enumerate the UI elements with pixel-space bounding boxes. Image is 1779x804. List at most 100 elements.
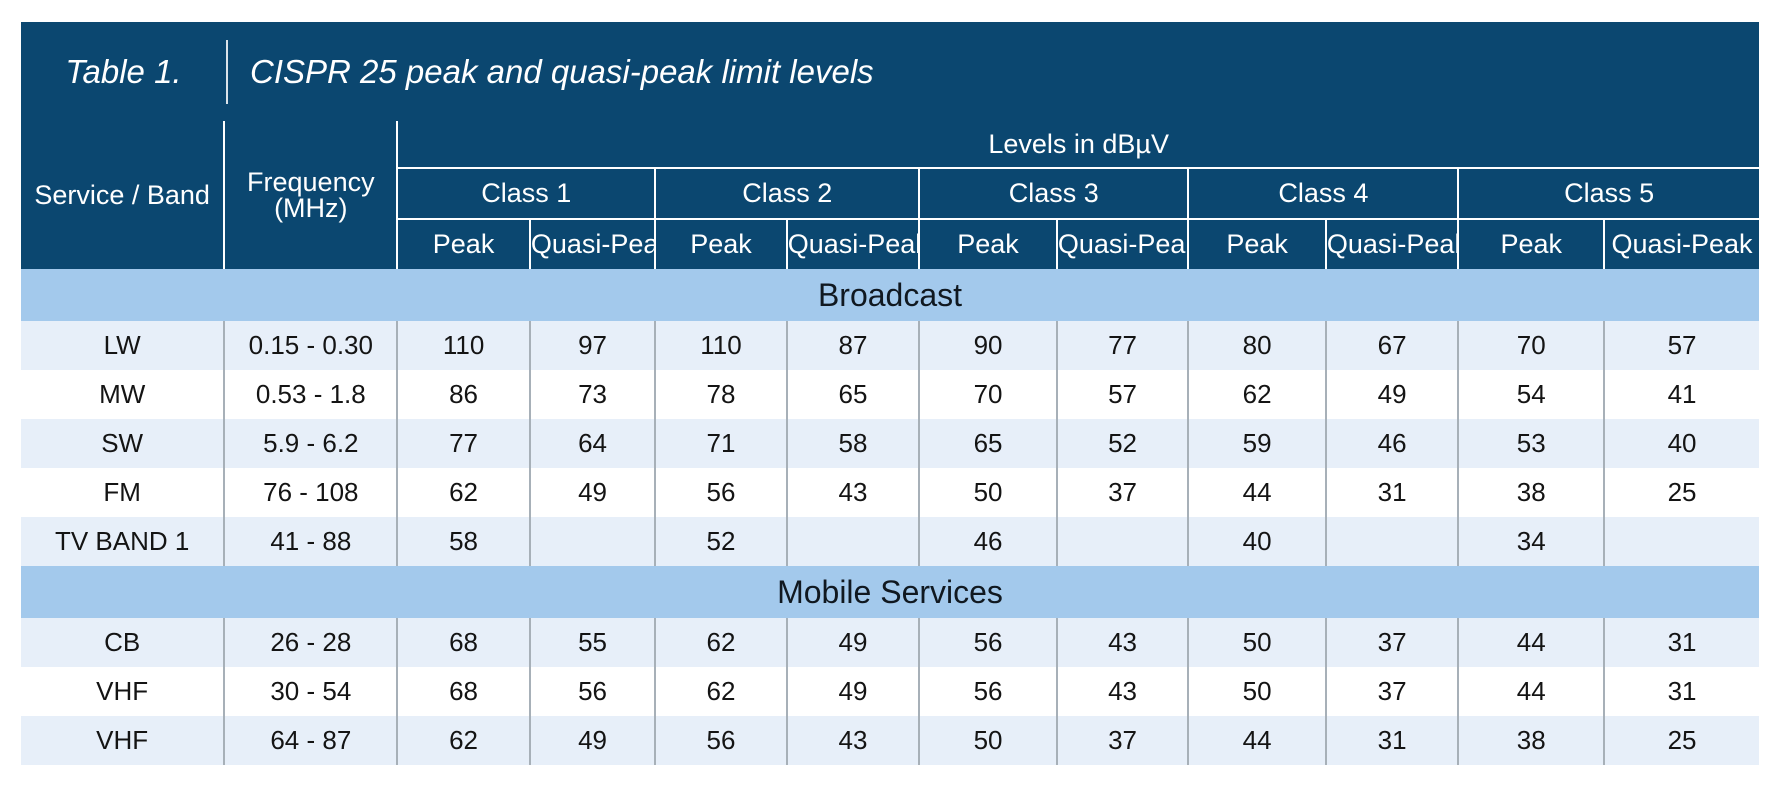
peak-value-cell: 44 xyxy=(1187,468,1326,517)
class-header-1: Class 1 xyxy=(396,167,656,219)
quasi-peak-value-cell: 25 xyxy=(1603,468,1759,517)
peak-value-cell: 38 xyxy=(1457,468,1605,517)
frequency-cell: 76 - 108 xyxy=(223,468,398,517)
quasi-peak-value-cell: 73 xyxy=(528,370,656,419)
class-header-3: Class 3 xyxy=(918,167,1189,219)
peak-value-cell: 50 xyxy=(918,468,1057,517)
table-title-bar: Table 1. CISPR 25 peak and quasi-peak li… xyxy=(21,22,1759,121)
peak-value-cell: 110 xyxy=(396,321,530,370)
class-header-2: Class 2 xyxy=(654,167,920,219)
service-band-header: Service / Band xyxy=(21,121,225,269)
section-heading: Broadcast xyxy=(21,269,1759,321)
limits-table-panel: Table 1. CISPR 25 peak and quasi-peak li… xyxy=(21,22,1759,765)
quasi-peak-value-cell: 55 xyxy=(528,618,656,667)
service-cell: FM xyxy=(21,468,225,517)
frequency-cell: 64 - 87 xyxy=(223,716,398,765)
table-row: FM 76 - 108 62 49 56 43 50 37 44 31 38 25 xyxy=(21,468,1759,517)
peak-header: Peak xyxy=(1187,218,1326,269)
peak-value-cell: 44 xyxy=(1187,716,1326,765)
quasi-peak-value-cell: 43 xyxy=(1055,618,1189,667)
peak-value-cell: 86 xyxy=(396,370,530,419)
peak-value-cell: 46 xyxy=(918,517,1057,566)
quasi-peak-value-cell: 40 xyxy=(1603,419,1759,468)
quasi-peak-value-cell: 37 xyxy=(1055,716,1189,765)
quasi-peak-value-cell: 52 xyxy=(1055,419,1189,468)
peak-value-cell: 54 xyxy=(1457,370,1605,419)
levels-header: Levels in dBµV xyxy=(396,121,1759,168)
frequency-cell: 26 - 28 xyxy=(223,618,398,667)
table-body: Broadcast LW 0.15 - 0.30 110 97 110 87 90 77 80 67… xyxy=(21,269,1759,765)
section-row: Broadcast xyxy=(21,269,1759,321)
class-header-5: Class 5 xyxy=(1457,167,1759,219)
frequency-header-line2: (MHz) xyxy=(274,193,348,223)
class-header-row: Class 1 Class 2 Class 3 Class 4 Class 5 xyxy=(21,167,1759,219)
peak-value-cell: 52 xyxy=(654,517,787,566)
peak-value-cell: 53 xyxy=(1457,419,1605,468)
peak-value-cell: 40 xyxy=(1187,517,1326,566)
quasi-peak-value-cell: 43 xyxy=(785,716,920,765)
peak-value-cell: 110 xyxy=(654,321,787,370)
table-header: Service / Band Frequency (MHz) Levels in… xyxy=(21,121,1759,269)
frequency-header: Frequency (MHz) xyxy=(223,121,398,269)
table-row: VHF 64 - 87 62 49 56 43 50 37 44 31 38 25 xyxy=(21,716,1759,765)
table-row: LW 0.15 - 0.30 110 97 110 87 90 77 80 67 70 57 xyxy=(21,321,1759,370)
quasi-peak-value-cell: 58 xyxy=(785,419,920,468)
table-row: MW 0.53 - 1.8 86 73 78 65 70 57 62 49 54 41 xyxy=(21,370,1759,419)
quasi-peak-value-cell xyxy=(528,517,656,566)
peak-value-cell: 62 xyxy=(654,618,787,667)
quasi-peak-header: Quasi-Peak xyxy=(1603,218,1759,269)
quasi-peak-value-cell: 65 xyxy=(785,370,920,419)
quasi-peak-value-cell: 77 xyxy=(1055,321,1189,370)
quasi-peak-value-cell: 37 xyxy=(1324,667,1459,716)
quasi-peak-value-cell: 97 xyxy=(528,321,656,370)
peak-header: Peak xyxy=(396,218,530,269)
frequency-cell: 5.9 - 6.2 xyxy=(223,419,398,468)
quasi-peak-value-cell: 43 xyxy=(1055,667,1189,716)
service-cell: LW xyxy=(21,321,225,370)
quasi-peak-value-cell: 64 xyxy=(528,419,656,468)
peak-value-cell: 78 xyxy=(654,370,787,419)
quasi-peak-value-cell: 49 xyxy=(785,618,920,667)
quasi-peak-value-cell: 49 xyxy=(528,716,656,765)
peak-value-cell: 56 xyxy=(918,667,1057,716)
service-cell: SW xyxy=(21,419,225,468)
quasi-peak-value-cell: 37 xyxy=(1055,468,1189,517)
service-cell: TV BAND 1 xyxy=(21,517,225,566)
peak-value-cell: 77 xyxy=(396,419,530,468)
limits-table: Service / Band Frequency (MHz) Levels in… xyxy=(21,121,1759,765)
table-row: CB 26 - 28 68 55 62 49 56 43 50 37 44 31 xyxy=(21,618,1759,667)
peak-value-cell: 68 xyxy=(396,618,530,667)
peak-value-cell: 56 xyxy=(654,468,787,517)
peak-value-cell: 58 xyxy=(396,517,530,566)
peak-value-cell: 70 xyxy=(918,370,1057,419)
quasi-peak-header: Quasi-Peak xyxy=(785,218,920,269)
quasi-peak-value-cell: 87 xyxy=(785,321,920,370)
peak-value-cell: 80 xyxy=(1187,321,1326,370)
table-title: CISPR 25 peak and quasi-peak limit level… xyxy=(250,52,874,90)
peak-value-cell: 38 xyxy=(1457,716,1605,765)
quasi-peak-value-cell xyxy=(785,517,920,566)
title-divider xyxy=(226,39,228,104)
peak-value-cell: 70 xyxy=(1457,321,1605,370)
peak-value-cell: 34 xyxy=(1457,517,1605,566)
quasi-peak-value-cell: 67 xyxy=(1324,321,1459,370)
peak-header: Peak xyxy=(654,218,787,269)
quasi-peak-value-cell xyxy=(1055,517,1189,566)
peak-value-cell: 62 xyxy=(396,716,530,765)
peak-value-cell: 90 xyxy=(918,321,1057,370)
quasi-peak-value-cell: 37 xyxy=(1324,618,1459,667)
quasi-peak-value-cell: 57 xyxy=(1603,321,1759,370)
quasi-peak-value-cell: 25 xyxy=(1603,716,1759,765)
quasi-peak-value-cell: 56 xyxy=(528,667,656,716)
quasi-peak-value-cell: 31 xyxy=(1324,716,1459,765)
peak-value-cell: 68 xyxy=(396,667,530,716)
frequency-cell: 30 - 54 xyxy=(223,667,398,716)
service-cell: VHF xyxy=(21,667,225,716)
peak-header: Peak xyxy=(918,218,1057,269)
frequency-cell: 0.53 - 1.8 xyxy=(223,370,398,419)
peak-value-cell: 65 xyxy=(918,419,1057,468)
service-cell: CB xyxy=(21,618,225,667)
table-row: VHF 30 - 54 68 56 62 49 56 43 50 37 44 31 xyxy=(21,667,1759,716)
quasi-peak-value-cell: 41 xyxy=(1603,370,1759,419)
peak-header: Peak xyxy=(1457,218,1605,269)
